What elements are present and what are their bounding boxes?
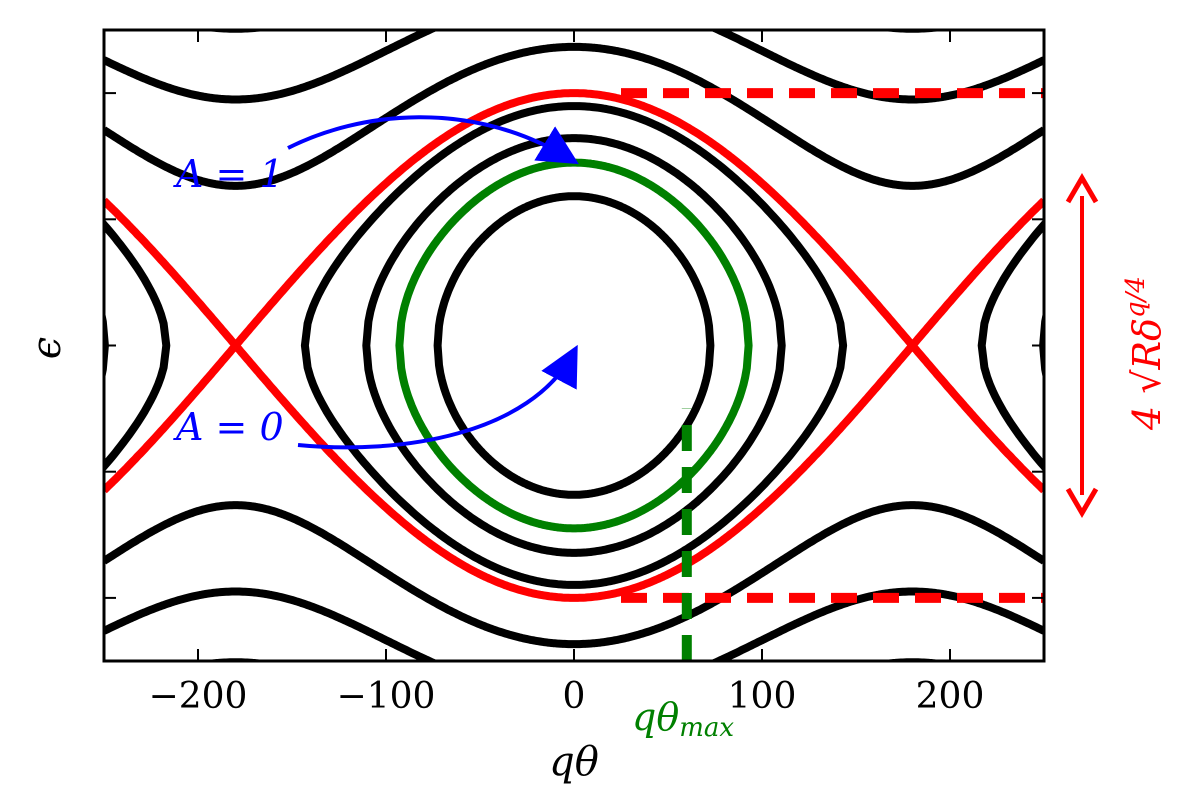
theta-max-sub: max <box>679 713 734 743</box>
red-double-arrow <box>1065 173 1099 518</box>
theta-max-base: qθ <box>632 695 679 739</box>
annotations: A = 1 A = 0 qθmax 4 √Rδq/4 <box>173 115 1169 743</box>
series-curve-4-branch-a <box>104 89 1044 494</box>
arrow-a1 <box>287 115 579 165</box>
series-curve-5-upper <box>104 42 1044 190</box>
annotation-amplitude: 4 √Rδq/4 <box>1121 276 1169 431</box>
series-curve-4-branch-b <box>104 197 1044 602</box>
reference-lines <box>621 88 1044 661</box>
arrow-a0 <box>297 344 578 450</box>
y-axis-label: ϵ <box>24 337 70 359</box>
series-curve-1-island-0 <box>362 134 786 557</box>
series-curve-0-island-0 <box>433 192 715 499</box>
annotation-a1: A = 1 <box>173 152 284 196</box>
x-axis-label: qθ <box>549 739 599 785</box>
amplitude-sup: q/4 <box>1121 276 1151 318</box>
x-tick-label: 200 <box>916 676 985 717</box>
series-curve-2-island-0 <box>300 102 848 589</box>
x-tick-label: −200 <box>149 676 248 717</box>
x-tick-label: 100 <box>728 676 797 717</box>
axis-ticks: −200 −100 0 100 200 <box>104 30 1044 717</box>
annotation-a0: A = 0 <box>173 405 284 449</box>
series-curve-3-island-0 <box>395 158 753 533</box>
x-tick-label: −100 <box>337 676 436 717</box>
x-tick-label: 0 <box>563 676 586 717</box>
series-curve-7-upper <box>199 30 949 33</box>
annotation-theta-max: qθmax <box>632 695 734 743</box>
series-curve-2-island-2 <box>104 218 171 473</box>
plot-frame <box>102 28 1046 663</box>
amplitude-base: 4 √Rδ <box>1125 318 1169 431</box>
series-curve-5-lower <box>104 501 1044 649</box>
